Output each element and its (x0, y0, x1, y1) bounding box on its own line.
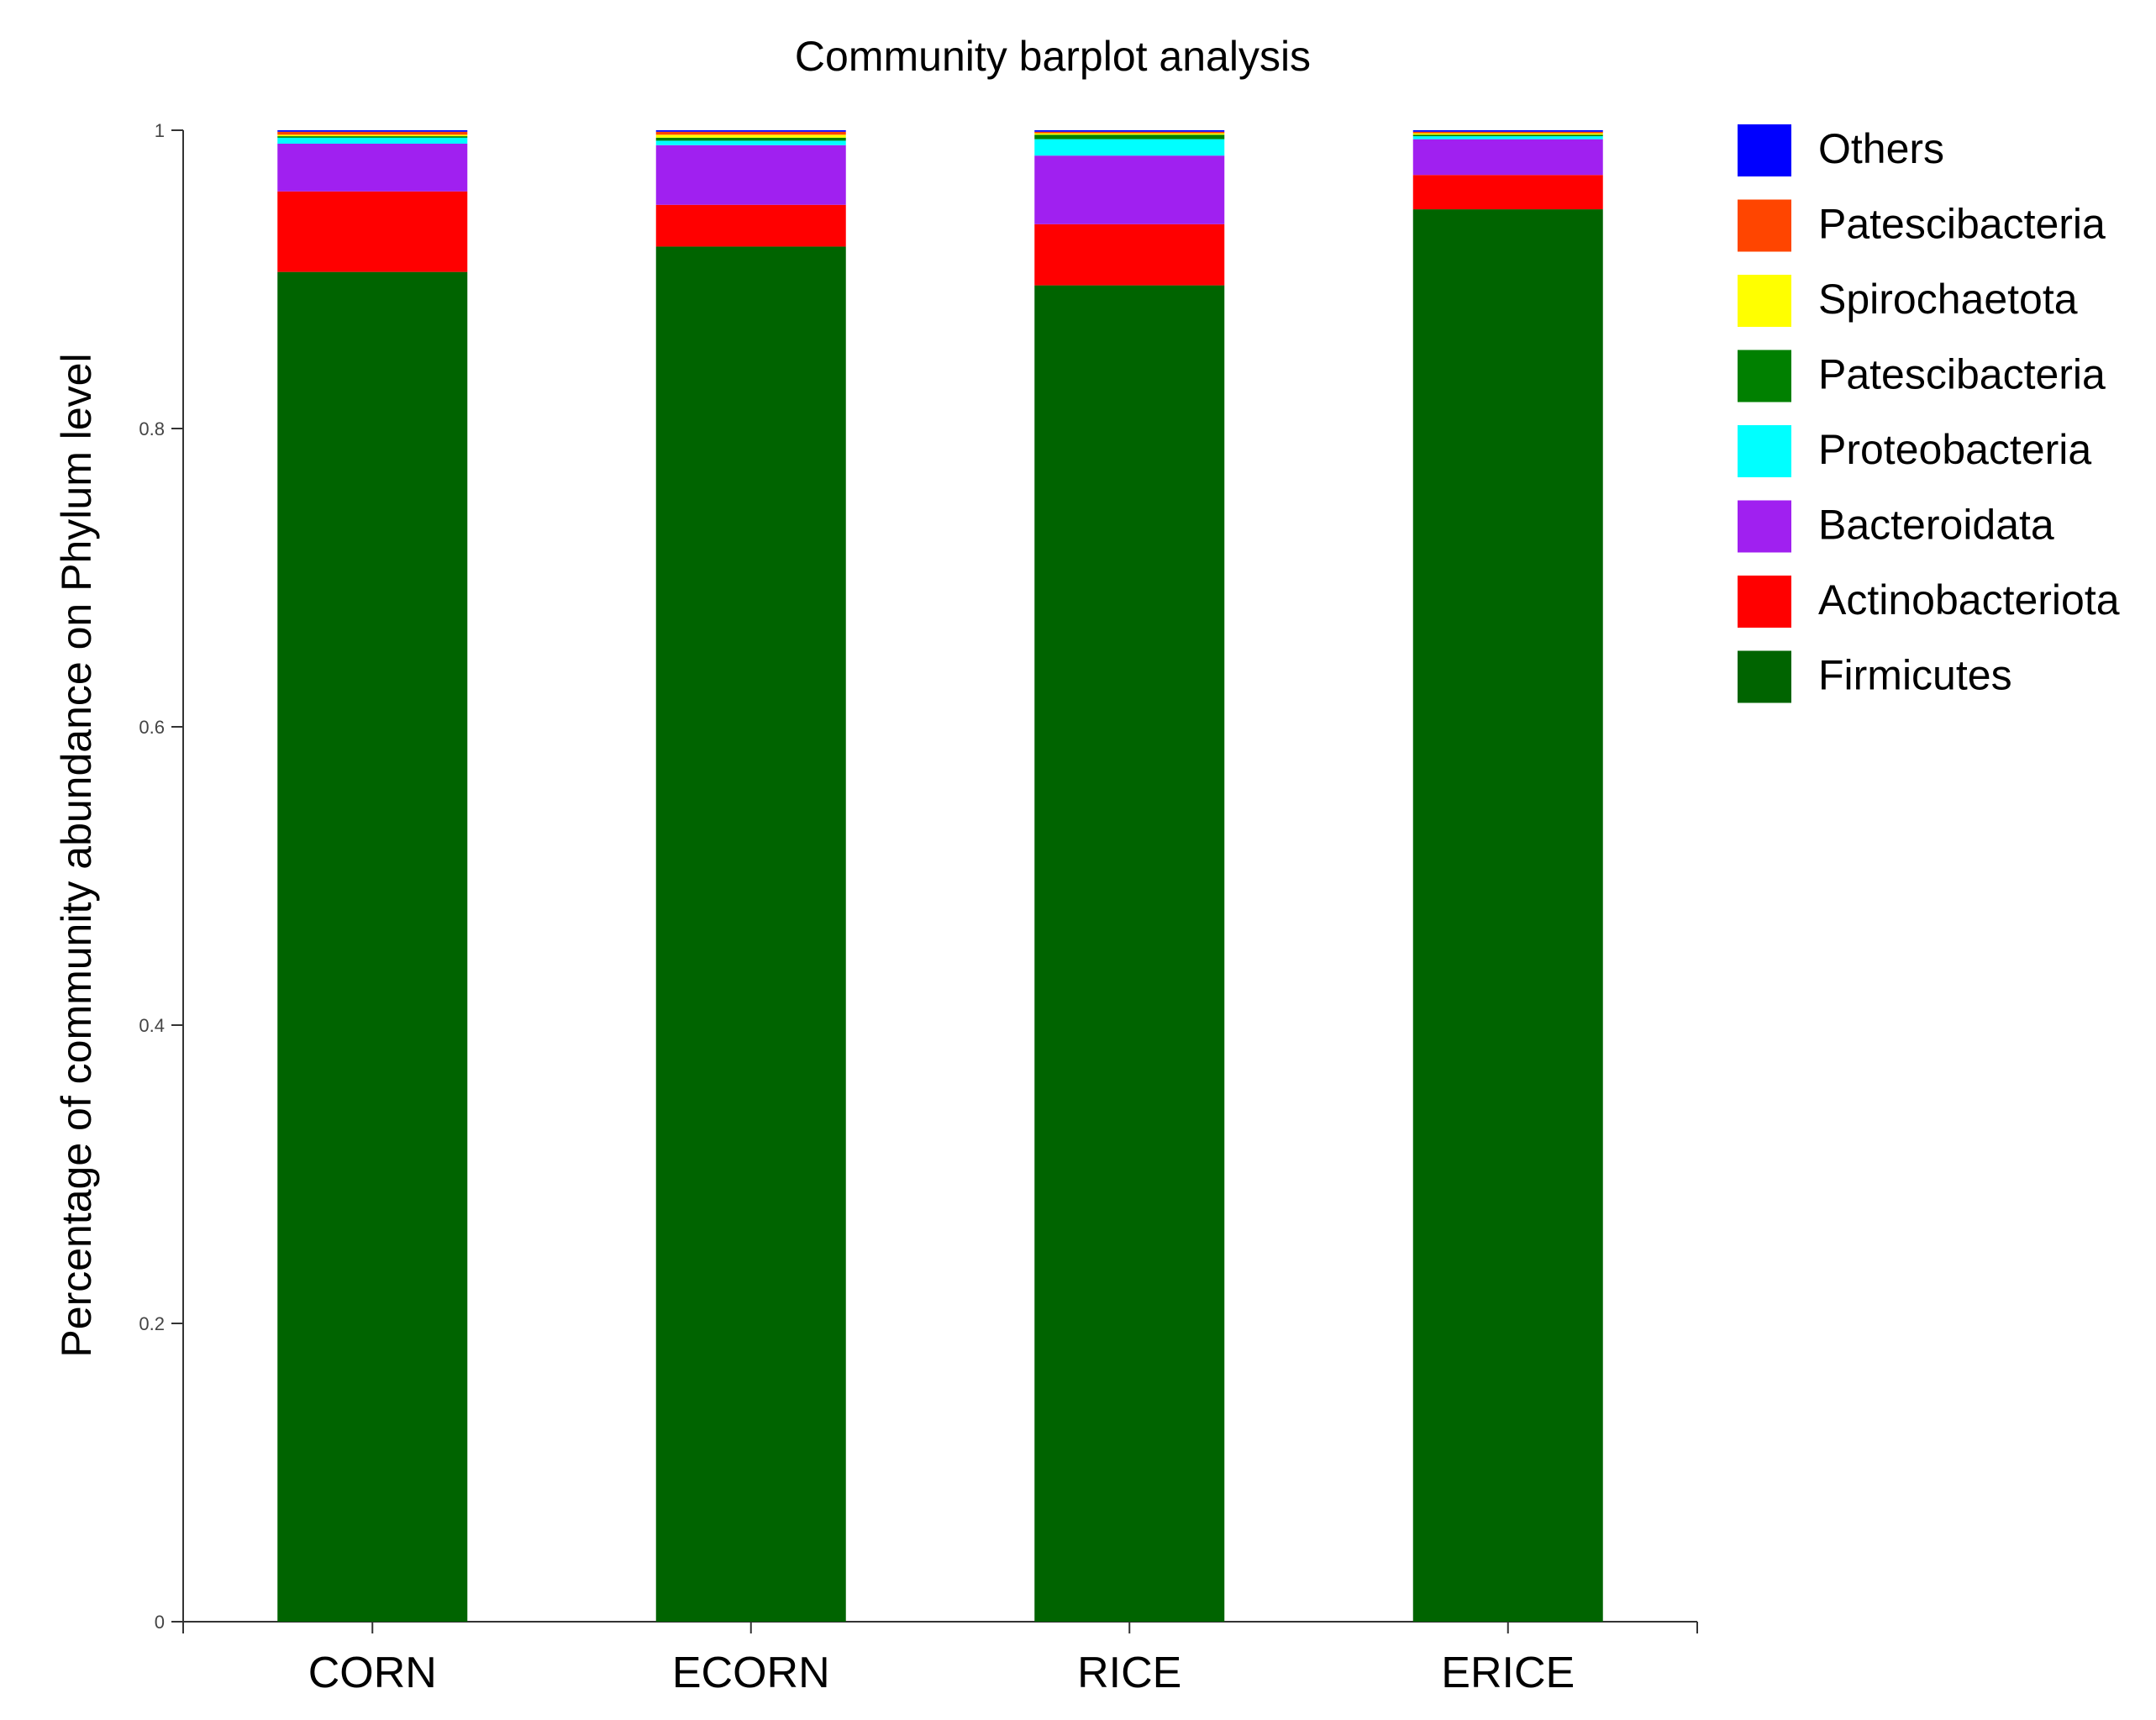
x-tick-label: ECORN (672, 1649, 830, 1697)
bar-segment-corn-others (277, 130, 468, 132)
bar-segment-rice-patescibacteria (1034, 131, 1225, 134)
x-tick-label: ERICE (1441, 1649, 1575, 1697)
legend-label: Patescibacteria (1818, 201, 2106, 248)
bar-segment-rice-actinobacteriota (1034, 224, 1225, 286)
bar-segment-erice-others (1412, 130, 1603, 132)
bar-segment-ecorn-patescibacteria (655, 137, 846, 141)
bar-segment-corn-bacteroidata (277, 143, 468, 192)
y-tick-label: 0.4 (139, 1015, 165, 1036)
bar-segment-erice-proteobacteria (1412, 136, 1603, 139)
legend-label: Bacteroidata (1818, 502, 2054, 549)
plot-area: 0 0.2 0.4 0.6 0.8 1 CORN ECORN RICE ERICE (139, 120, 1698, 1697)
legend: Others Patescibacteria Spirochaetota Patesc… (1738, 124, 2120, 703)
legend-label: Firmicutes (1818, 652, 2012, 699)
bar-segment-ecorn-proteobacteria (655, 140, 846, 145)
bar-segment-ecorn-actinobacteriota (655, 204, 846, 247)
y-tick-label: 0 (155, 1612, 165, 1633)
bar-segment-rice-others (1034, 130, 1225, 132)
bar-segment-rice-bacteroidata (1034, 155, 1225, 224)
bar-segment-ecorn-spirochaetota (655, 134, 846, 138)
legend-swatch (1738, 650, 1791, 703)
legend-swatch (1738, 275, 1791, 327)
bar-segment-corn-actinobacteriota (277, 191, 468, 272)
bar-segment-erice-firmicutes (1412, 209, 1603, 1623)
bar-segment-corn-patescibacteria (277, 131, 468, 135)
legend-swatch (1738, 576, 1791, 628)
bar-segment-erice-patescibacteria (1412, 131, 1603, 134)
legend-label: Spirochaetota (1818, 276, 2078, 323)
bar-segment-corn-firmicutes (277, 271, 468, 1622)
chart-title: Community barplot analysis (795, 33, 1311, 80)
x-tick-label: CORN (308, 1649, 437, 1697)
bar-segment-corn-proteobacteria (277, 137, 468, 144)
x-tick-label: RICE (1077, 1649, 1181, 1697)
bar-segment-corn-patescibacteria (277, 136, 468, 138)
legend-swatch (1738, 500, 1791, 553)
bar-segment-erice-spirochaetota (1412, 133, 1603, 135)
legend-swatch (1738, 199, 1791, 252)
bar-segment-ecorn-others (655, 130, 846, 132)
y-tick-label: 0.8 (139, 418, 165, 439)
legend-swatch (1738, 350, 1791, 402)
legend-label: Actinobacteriota (1818, 576, 2120, 623)
y-tick-label: 0.2 (139, 1313, 165, 1334)
bar-segment-erice-bacteroidata (1412, 139, 1603, 176)
bar-segment-rice-patescibacteria (1034, 134, 1225, 139)
bar-segment-ecorn-bacteroidata (655, 145, 846, 205)
bar-segment-corn-spirochaetota (277, 134, 468, 137)
bar-segment-erice-patescibacteria (1412, 134, 1603, 137)
bar-segment-rice-spirochaetota (1034, 133, 1225, 135)
y-tick-label: 1 (155, 120, 165, 141)
legend-swatch (1738, 124, 1791, 176)
legend-label: Proteobacteria (1818, 426, 2091, 473)
bar-segment-erice-actinobacteriota (1412, 175, 1603, 210)
y-axis-label: Percentage of community abundance on Phy… (53, 353, 100, 1357)
y-tick-label: 0.6 (139, 717, 165, 738)
bar-segment-ecorn-patescibacteria (655, 131, 846, 135)
bar-segment-rice-proteobacteria (1034, 139, 1225, 156)
bar-segment-ecorn-firmicutes (655, 246, 846, 1623)
legend-label: Patescibacteria (1818, 351, 2106, 398)
legend-swatch (1738, 425, 1791, 477)
legend-label: Others (1818, 125, 1944, 172)
bar-segment-rice-firmicutes (1034, 285, 1225, 1623)
